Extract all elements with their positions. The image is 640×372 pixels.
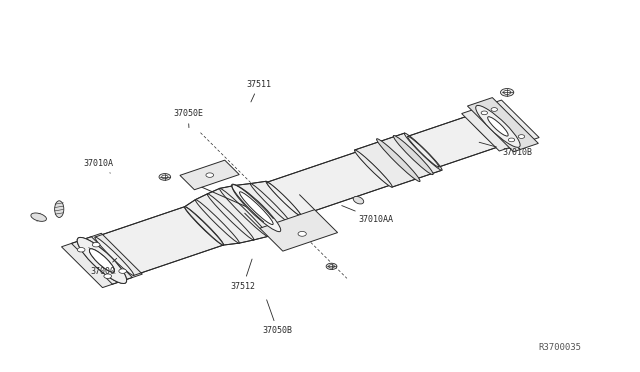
Text: 37010B: 37010B [479,142,532,157]
Ellipse shape [504,90,511,94]
Text: 37050E: 37050E [173,109,203,128]
Ellipse shape [195,200,239,243]
Polygon shape [467,97,538,152]
Ellipse shape [184,206,223,245]
Ellipse shape [355,150,392,187]
Ellipse shape [266,181,301,217]
Polygon shape [355,133,442,187]
Polygon shape [260,210,338,251]
Ellipse shape [476,105,520,147]
Ellipse shape [31,213,47,221]
Ellipse shape [500,89,514,96]
Text: 37512: 37512 [230,259,255,291]
Ellipse shape [232,185,281,232]
Ellipse shape [119,269,127,273]
Ellipse shape [184,207,223,245]
Polygon shape [461,100,539,151]
Ellipse shape [77,247,85,252]
Polygon shape [95,207,223,275]
Polygon shape [267,152,390,215]
Ellipse shape [394,135,433,174]
Ellipse shape [467,116,499,147]
Ellipse shape [508,138,515,142]
Ellipse shape [77,237,127,283]
Polygon shape [61,233,142,288]
Ellipse shape [220,188,268,237]
Text: 37010A: 37010A [84,159,114,173]
Text: 37050B: 37050B [262,300,292,335]
Polygon shape [185,200,239,245]
Ellipse shape [408,136,439,167]
Text: 37010AA: 37010AA [342,206,394,224]
Ellipse shape [356,152,390,185]
Ellipse shape [234,186,280,230]
Ellipse shape [54,201,64,218]
Ellipse shape [104,274,111,278]
Ellipse shape [353,196,364,204]
Ellipse shape [77,237,127,283]
Text: 37000: 37000 [90,258,116,276]
Ellipse shape [488,117,508,136]
Ellipse shape [518,135,525,138]
Polygon shape [180,160,239,190]
Polygon shape [408,116,499,167]
Ellipse shape [376,139,420,182]
Ellipse shape [92,243,100,247]
Ellipse shape [250,183,291,223]
Ellipse shape [159,174,171,180]
Ellipse shape [404,133,442,170]
Polygon shape [195,194,254,243]
Ellipse shape [481,111,488,115]
Ellipse shape [491,108,497,111]
Ellipse shape [328,265,335,268]
Polygon shape [220,186,280,236]
Ellipse shape [239,192,273,225]
Ellipse shape [90,249,115,272]
Ellipse shape [298,231,307,236]
Ellipse shape [162,175,168,179]
Ellipse shape [207,194,254,240]
Polygon shape [250,181,301,223]
Ellipse shape [206,173,214,177]
Polygon shape [207,188,268,240]
Ellipse shape [267,182,301,215]
Text: R3700035: R3700035 [538,343,581,352]
Ellipse shape [95,237,134,275]
Ellipse shape [326,263,337,269]
Ellipse shape [90,249,115,272]
Polygon shape [235,183,291,230]
Text: 37511: 37511 [246,80,271,102]
